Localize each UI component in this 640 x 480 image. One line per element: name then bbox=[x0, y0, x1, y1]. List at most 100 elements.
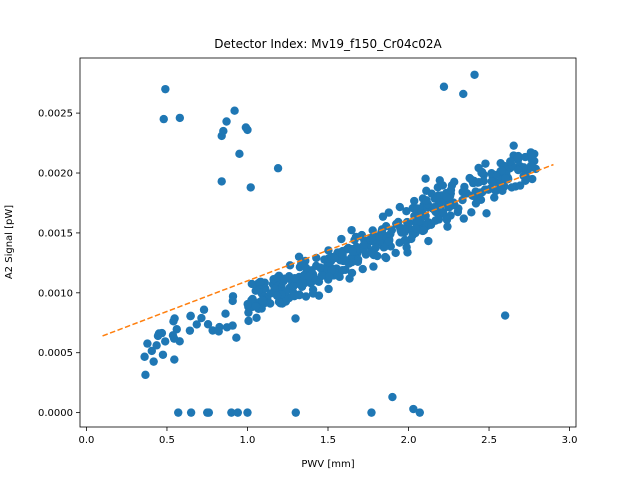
data-point bbox=[403, 248, 412, 257]
data-point bbox=[222, 117, 231, 126]
x-tick-label: 3.0 bbox=[562, 435, 578, 446]
data-point bbox=[391, 248, 400, 258]
data-point bbox=[509, 141, 518, 150]
data-point bbox=[266, 299, 275, 308]
data-point bbox=[235, 149, 244, 159]
data-point bbox=[140, 352, 149, 361]
data-point bbox=[161, 84, 170, 94]
data-point bbox=[316, 263, 325, 272]
data-point bbox=[214, 327, 223, 336]
data-point bbox=[329, 253, 339, 263]
data-point bbox=[357, 230, 367, 240]
data-point bbox=[170, 355, 179, 364]
data-point bbox=[324, 284, 333, 294]
data-point bbox=[243, 408, 252, 417]
data-point bbox=[422, 196, 431, 205]
data-point bbox=[186, 311, 195, 321]
data-point bbox=[290, 291, 299, 301]
data-point bbox=[290, 273, 300, 283]
data-point bbox=[419, 226, 429, 235]
data-point bbox=[337, 234, 346, 244]
data-point bbox=[273, 164, 283, 173]
data-point bbox=[228, 296, 237, 306]
y-axis-label: A2 Signal [pW] bbox=[4, 205, 15, 279]
data-point bbox=[433, 214, 442, 224]
data-point bbox=[411, 224, 420, 233]
data-point bbox=[439, 82, 449, 91]
data-point bbox=[227, 408, 236, 417]
data-point bbox=[280, 274, 289, 283]
y-axis-ticks: 0.0000 0.0005 0.0010 0.0015 0.0020 0.0025 bbox=[38, 109, 80, 419]
data-point bbox=[477, 168, 486, 177]
data-point bbox=[233, 408, 243, 417]
data-point bbox=[272, 291, 282, 300]
data-point bbox=[325, 272, 334, 281]
data-point bbox=[152, 341, 161, 350]
data-point bbox=[358, 264, 367, 274]
data-point bbox=[501, 174, 510, 183]
data-point bbox=[459, 89, 468, 99]
data-point bbox=[476, 195, 486, 204]
x-tick-label: 0.0 bbox=[78, 435, 94, 446]
x-axis-label: PWV [mm] bbox=[301, 459, 354, 470]
data-point bbox=[482, 209, 491, 218]
data-point bbox=[273, 273, 282, 282]
data-point bbox=[437, 198, 447, 208]
data-point bbox=[527, 151, 536, 160]
data-point bbox=[453, 207, 463, 217]
data-point bbox=[294, 252, 304, 261]
data-point bbox=[395, 202, 405, 212]
data-point bbox=[243, 299, 252, 309]
data-point bbox=[378, 212, 388, 221]
data-point bbox=[421, 211, 430, 221]
data-point bbox=[308, 289, 318, 298]
data-point bbox=[513, 165, 523, 175]
x-tick-label: 0.5 bbox=[159, 435, 175, 446]
data-point bbox=[219, 126, 228, 136]
x-axis-ticks: 0.0 0.5 1.0 1.5 2.0 2.5 3.0 bbox=[78, 427, 578, 446]
data-point bbox=[442, 215, 452, 224]
data-point bbox=[147, 346, 156, 356]
chart-title: Detector Index: Mv19_f150_Cr04c02A bbox=[214, 37, 442, 51]
data-point bbox=[317, 270, 327, 280]
data-point bbox=[442, 193, 451, 202]
data-point bbox=[400, 235, 410, 245]
data-point bbox=[366, 233, 376, 243]
data-point bbox=[185, 326, 195, 335]
data-point bbox=[458, 195, 467, 205]
data-point bbox=[252, 313, 261, 322]
data-point bbox=[446, 185, 456, 195]
data-point bbox=[217, 177, 226, 186]
y-tick-label: 0.0000 bbox=[38, 408, 73, 419]
data-point bbox=[347, 225, 356, 235]
data-point bbox=[481, 159, 490, 168]
data-point bbox=[204, 408, 214, 417]
data-point bbox=[175, 113, 185, 123]
data-point bbox=[228, 321, 237, 330]
data-point bbox=[438, 181, 447, 190]
data-point bbox=[528, 174, 537, 184]
data-point bbox=[258, 296, 267, 305]
y-tick-label: 0.0005 bbox=[38, 348, 73, 359]
data-point bbox=[203, 320, 213, 329]
data-point bbox=[143, 339, 152, 348]
data-point bbox=[353, 257, 363, 266]
data-point bbox=[490, 193, 499, 202]
x-tick-label: 2.0 bbox=[401, 435, 417, 446]
data-point bbox=[374, 232, 383, 241]
data-point bbox=[521, 172, 530, 181]
data-point bbox=[409, 404, 418, 414]
data-point bbox=[335, 272, 344, 282]
data-point bbox=[422, 186, 431, 195]
data-point bbox=[348, 247, 357, 256]
data-point bbox=[338, 250, 347, 259]
data-point bbox=[289, 282, 298, 291]
data-point bbox=[521, 152, 530, 162]
data-point bbox=[230, 106, 239, 115]
data-point bbox=[157, 328, 167, 338]
data-point bbox=[291, 408, 300, 417]
data-point bbox=[149, 357, 158, 366]
y-tick-label: 0.0020 bbox=[38, 169, 73, 180]
data-point bbox=[244, 316, 253, 326]
